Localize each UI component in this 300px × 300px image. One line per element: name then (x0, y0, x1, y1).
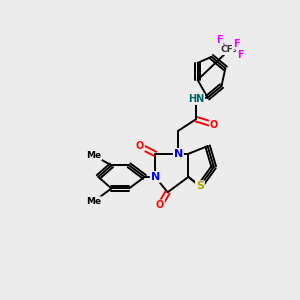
Text: Me: Me (86, 151, 101, 160)
Text: N: N (174, 149, 183, 159)
Text: CF₃: CF₃ (221, 45, 238, 54)
Text: F: F (216, 35, 223, 45)
Text: O: O (156, 200, 164, 210)
Text: HN: HN (188, 94, 204, 104)
Text: F: F (234, 39, 240, 49)
Text: F: F (237, 50, 243, 60)
Text: S: S (196, 181, 204, 191)
Text: O: O (210, 119, 218, 130)
Text: O: O (136, 141, 144, 151)
Text: N: N (151, 172, 160, 182)
Text: Me: Me (86, 197, 101, 206)
